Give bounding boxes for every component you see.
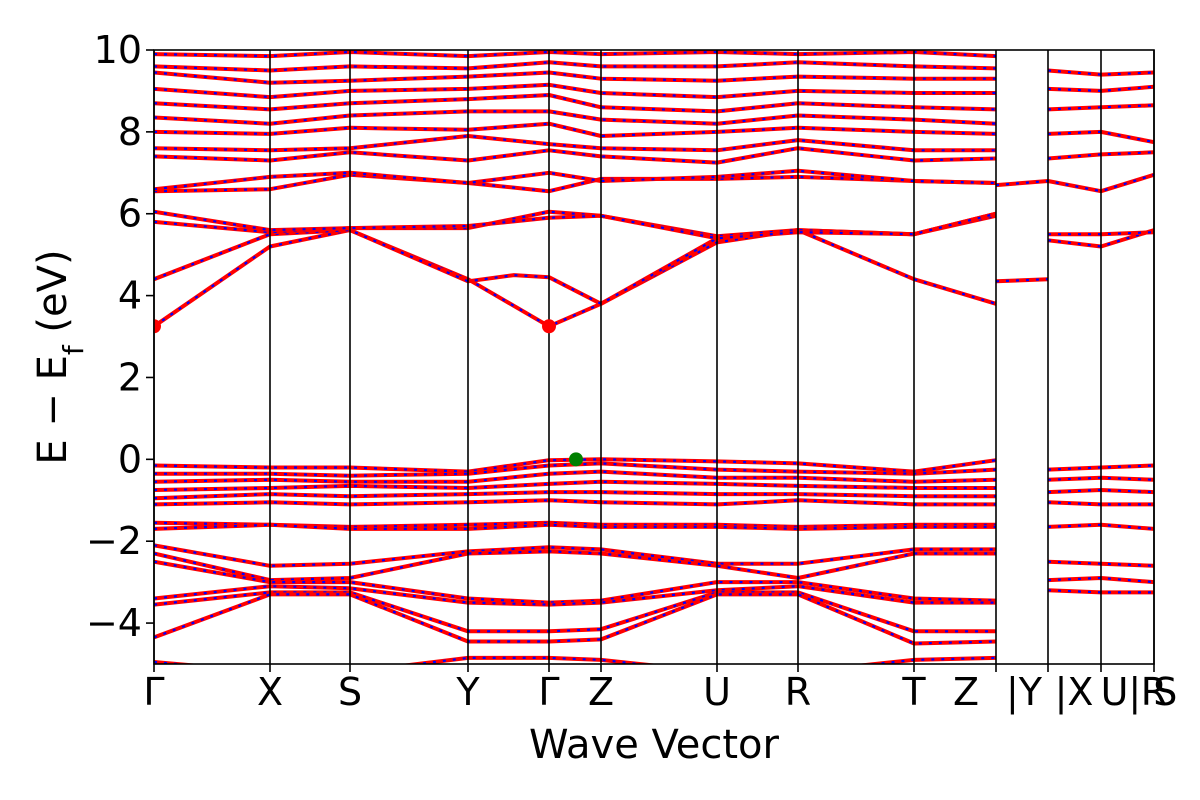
- y-tick-label: 2: [118, 355, 142, 399]
- band-line-overlay: [154, 523, 996, 531]
- band-line-overlay: [154, 147, 997, 164]
- x-axis-title: Wave Vector: [529, 722, 780, 768]
- band-line-overlay: [154, 521, 996, 529]
- band-line: [154, 172, 997, 194]
- band-line-overlay: [154, 656, 997, 664]
- band-line-overlay: [154, 83, 996, 99]
- band-line-overlay: [154, 499, 996, 506]
- x-tick-label: R: [785, 670, 811, 714]
- cbm-marker: [542, 319, 556, 334]
- x-tick-label: Γ: [143, 670, 164, 714]
- y-axis-title-unit: (eV): [30, 249, 76, 345]
- y-axis-title-main: E − E: [30, 355, 76, 465]
- band-line-overlay: [154, 550, 996, 582]
- x-tick-label: T: [901, 670, 926, 714]
- y-axis-title-subscript: f: [57, 344, 90, 355]
- x-tick-label: R: [1141, 670, 1167, 714]
- x-tick-label: |X: [1055, 670, 1094, 715]
- band-line: [154, 168, 997, 192]
- band-line-overlay: [154, 228, 997, 328]
- band-line: [995, 277, 1049, 284]
- band-line-overlay: [154, 210, 997, 240]
- y-tick-label: 10: [94, 28, 142, 72]
- x-tick-label: S: [338, 670, 362, 714]
- band-line-overlay: [154, 50, 997, 58]
- band-line-overlay: [1047, 229, 1154, 248]
- band-line-overlay: [154, 585, 996, 606]
- y-axis-ticks: −4 −2 0 2 4 6 8 10: [86, 28, 154, 645]
- x-axis-ticks: Γ X S Y Γ Z U R T Z |Y |X U| SR: [143, 664, 1177, 715]
- y-tick-label: 6: [118, 192, 142, 236]
- x-tick-label: Y: [455, 670, 480, 714]
- plot-frame: [153, 49, 1155, 665]
- x-tick-label: |Y: [1006, 670, 1043, 715]
- band-line-overlay: [154, 480, 996, 492]
- y-tick-label: 0: [118, 437, 142, 481]
- band-line-overlay: [154, 491, 996, 500]
- band-line-overlay: [154, 61, 997, 72]
- band-line-overlay: [154, 71, 996, 84]
- band-line-overlay: [154, 134, 996, 152]
- band-line-overlay: [154, 110, 997, 125]
- band-line-overlay: [154, 93, 997, 113]
- y-tick-label: −4: [86, 601, 142, 645]
- y-tick-label: 4: [118, 274, 142, 318]
- x-tick-label: X: [257, 670, 283, 714]
- y-axis-title: E − Ef (eV): [30, 249, 90, 464]
- x-tick-label: U| S: [1101, 670, 1178, 715]
- x-tick-label: U: [703, 670, 731, 714]
- band-line-overlay: [154, 470, 997, 483]
- extrema-markers: [154, 319, 583, 467]
- band-line-overlay: [154, 122, 997, 138]
- cbm-marker: [154, 319, 161, 334]
- band-line: [154, 543, 996, 568]
- band-line-overlay: [154, 593, 997, 645]
- band-line: [995, 172, 1154, 194]
- x-tick-label: Z: [953, 670, 979, 714]
- vbm-marker: [569, 452, 583, 467]
- x-tick-label: Z: [588, 670, 614, 714]
- y-tick-label: 8: [118, 110, 142, 154]
- y-tick-label: −2: [86, 519, 142, 563]
- x-tick-label: Γ: [538, 670, 559, 714]
